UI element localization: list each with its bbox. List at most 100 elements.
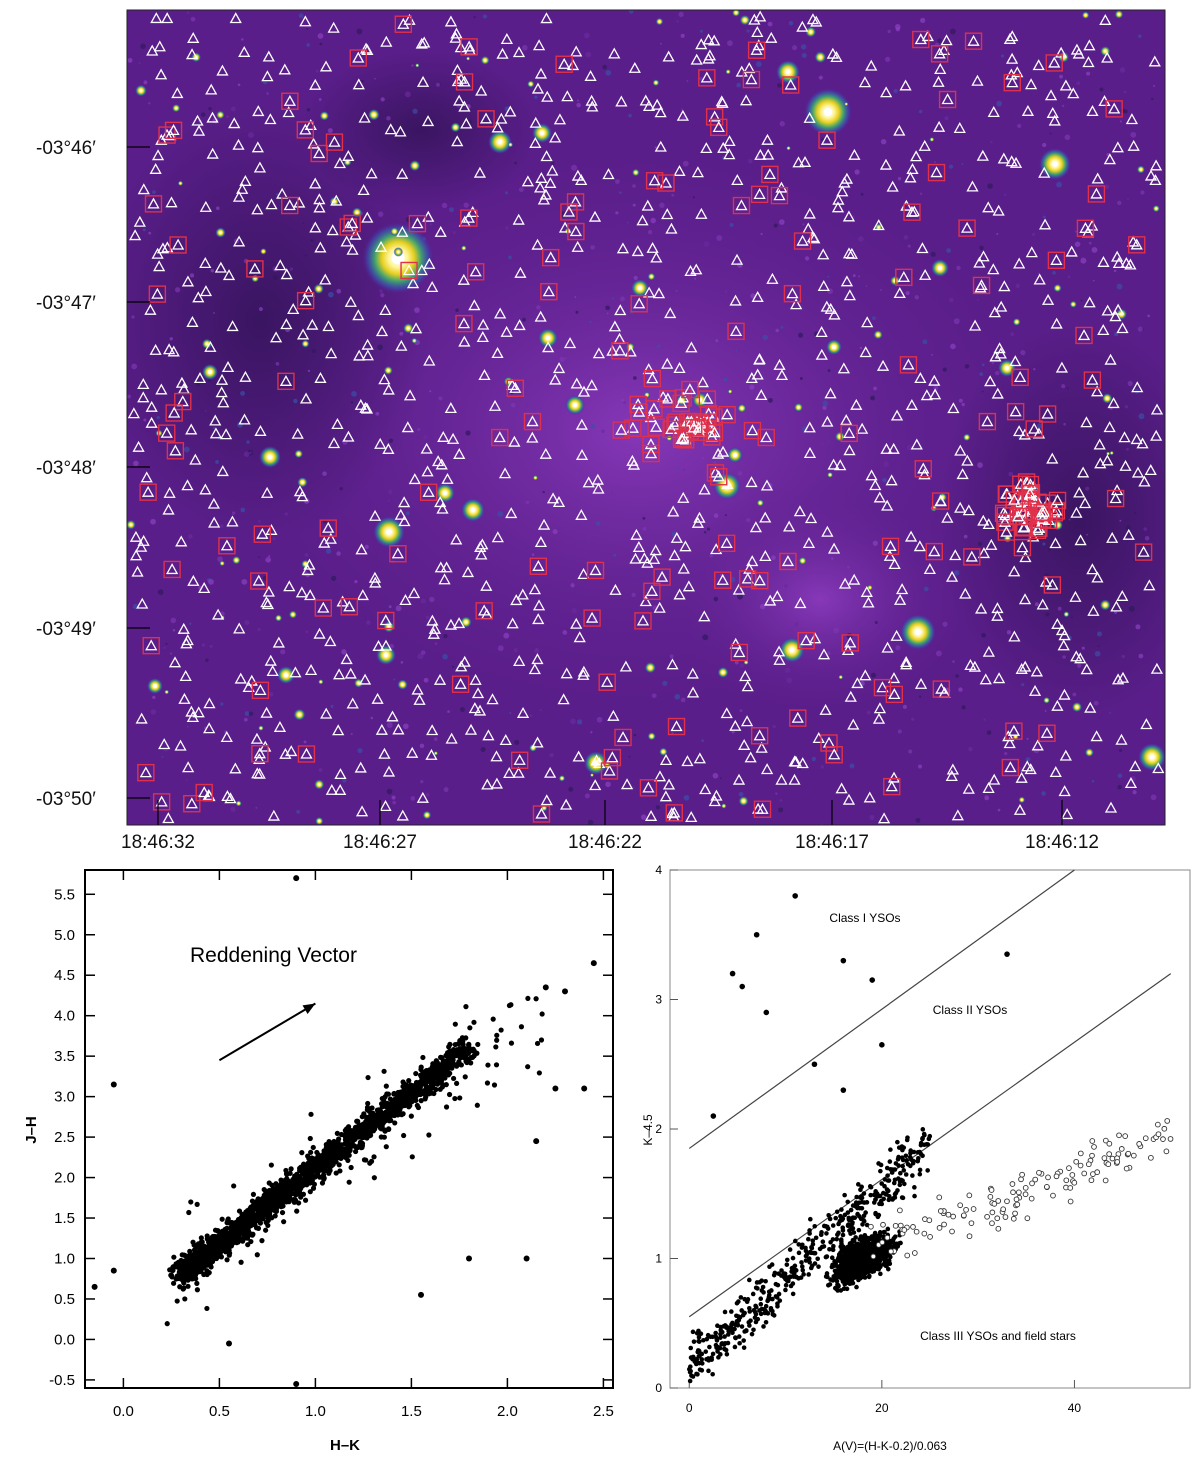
square-marker: [770, 186, 789, 205]
square-marker: [152, 793, 171, 811]
noise-speck: [243, 451, 250, 457]
triangle-marker: [469, 265, 482, 277]
yso-class-iii-point: [792, 1238, 798, 1244]
noise-speck: [615, 179, 620, 184]
noise-speck: [1109, 712, 1111, 714]
noise-speck: [505, 191, 509, 195]
triangle-marker: [592, 347, 606, 359]
cc-point: [494, 1037, 500, 1043]
yso-class-iii-point: [798, 1275, 804, 1280]
triangle-marker: [844, 690, 857, 702]
noise-speck: [1056, 181, 1062, 188]
triangle-marker: [526, 431, 539, 443]
noise-speck: [984, 795, 990, 801]
triangle-marker: [695, 207, 708, 219]
noise-speck: [1015, 283, 1020, 289]
triangle-marker: [167, 345, 180, 357]
noise-speck: [1086, 533, 1088, 536]
cc-point: [518, 1024, 525, 1030]
yso-class-iii-point: [850, 1203, 856, 1208]
yso-y-tick-label: 2: [655, 1122, 662, 1136]
triangle-marker: [216, 64, 229, 76]
triangle-marker: [910, 438, 923, 450]
faint-star: [215, 227, 226, 238]
noise-speck: [1153, 84, 1156, 87]
noise-speck: [958, 687, 963, 692]
noise-speck: [317, 33, 324, 39]
star-core: [733, 453, 737, 457]
noise-speck: [220, 702, 224, 706]
triangle-marker: [260, 596, 273, 608]
triangle-marker: [295, 586, 308, 598]
triangle-marker: [828, 748, 841, 760]
noise-speck: [906, 444, 913, 451]
noise-speck: [463, 202, 469, 208]
faint-star: [717, 666, 729, 678]
triangle-marker: [675, 433, 688, 445]
triangle-marker: [803, 111, 816, 123]
triangle-marker: [127, 407, 140, 419]
triangle-marker: [945, 570, 959, 582]
triangle-marker: [1007, 724, 1021, 736]
cc-point: [354, 1133, 360, 1139]
triangle-marker: [803, 421, 816, 433]
star-core: [284, 673, 288, 677]
triangle-marker: [982, 201, 995, 213]
cc-point: [382, 1128, 388, 1134]
noise-speck: [1127, 380, 1133, 387]
triangle-marker: [411, 683, 424, 695]
triangle-marker: [379, 639, 393, 651]
noise-speck: [549, 752, 554, 758]
triangle-marker: [993, 342, 1006, 354]
cc-point: [269, 1182, 275, 1188]
cc-point: [381, 1134, 387, 1140]
yso-x-tick-label: 20: [875, 1401, 889, 1415]
triangle-marker: [820, 133, 834, 145]
triangle-marker: [307, 137, 320, 149]
triangle-marker: [1080, 416, 1093, 428]
noise-speck: [255, 806, 258, 809]
yso-class-iii-point: [783, 1282, 789, 1288]
noise-speck: [310, 239, 314, 243]
noise-speck: [391, 795, 396, 800]
noise-speck: [662, 680, 668, 686]
noise-speck: [1008, 471, 1014, 477]
yso-class-iii-point: [806, 1272, 811, 1277]
square-marker: [460, 209, 478, 227]
faint-star: [873, 330, 883, 340]
triangle-marker: [1000, 525, 1013, 537]
star-core: [546, 336, 550, 340]
triangle-marker: [988, 773, 1001, 785]
triangle-marker: [151, 247, 164, 259]
cc-point: [320, 1151, 327, 1157]
triangle-marker: [532, 559, 545, 571]
triangle-marker: [693, 511, 706, 523]
triangle-marker: [949, 549, 962, 561]
noise-speck: [857, 236, 864, 242]
triangle-marker: [577, 665, 590, 677]
triangle-marker: [375, 325, 389, 337]
triangle-marker: [840, 414, 853, 426]
cc-point: [538, 1037, 545, 1043]
faint-star: [1100, 46, 1111, 57]
cc-point: [170, 1280, 177, 1286]
triangle-marker: [198, 786, 211, 798]
noise-speck: [750, 293, 756, 299]
square-marker: [523, 412, 542, 431]
triangle-marker: [513, 753, 526, 765]
noise-speck: [420, 598, 426, 604]
triangle-marker: [921, 30, 934, 42]
triangle-marker: [415, 37, 428, 49]
triangle-marker: [415, 264, 428, 276]
noise-speck: [915, 817, 921, 823]
cc-point: [433, 1058, 439, 1064]
triangle-marker: [1031, 739, 1044, 751]
noise-speck: [1066, 505, 1069, 508]
triangle-marker: [1138, 475, 1151, 487]
triangle-marker: [633, 297, 646, 309]
noise-speck: [866, 710, 871, 715]
faint-star: [415, 63, 420, 68]
triangle-marker: [661, 392, 674, 404]
triangle-marker: [129, 549, 143, 561]
cc-point: [348, 1164, 354, 1171]
